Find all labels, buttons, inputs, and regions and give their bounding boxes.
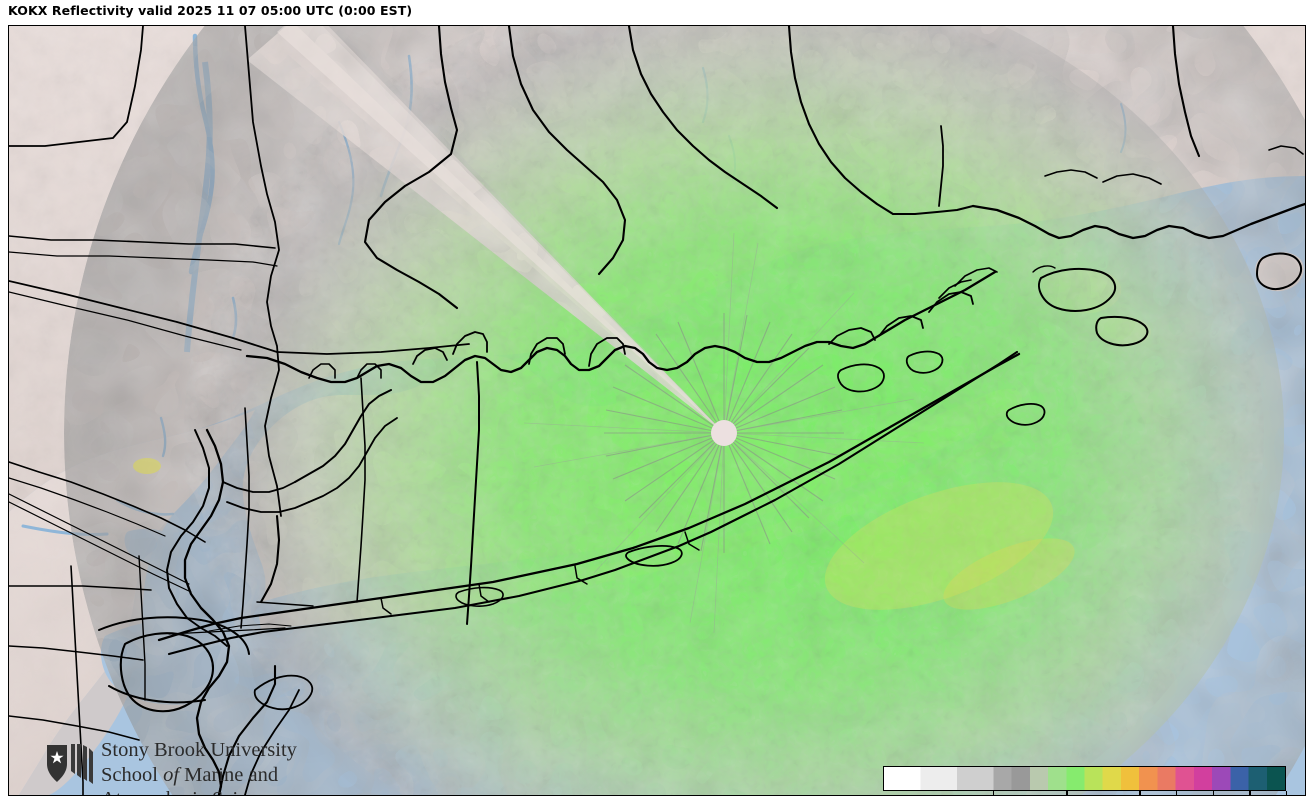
logo-line-2: School of Marine and (101, 763, 297, 788)
colorbar-gradient-box (883, 766, 1286, 791)
colorbar-tick (1176, 791, 1178, 795)
page-title: KOKX Reflectivity valid 2025 11 07 05:00… (8, 3, 413, 18)
reflectivity-layer (64, 26, 1305, 795)
colorbar-tick (1286, 791, 1288, 795)
reflectivity-colorbar: 0204050607080 (875, 758, 1295, 795)
borders-layer (9, 26, 1305, 795)
colorbar-tick (1212, 791, 1215, 795)
logo-line-2b: of (163, 763, 180, 786)
logo-line-3: Atmospheric Sciences (101, 787, 297, 795)
colorbar-ticks (883, 791, 1288, 795)
colorbar-tick (992, 791, 995, 795)
radar-map-canvas[interactable]: 0204050607080 Stony Brook University (9, 26, 1305, 795)
colorbar-gradient (884, 767, 1285, 790)
colorbar-tick (1066, 791, 1068, 795)
sbu-shield-icon (47, 744, 93, 784)
radar-map-frame[interactable]: 0204050607080 Stony Brook University (8, 25, 1306, 796)
colorbar-tick (1249, 791, 1251, 795)
cone-of-silence (711, 420, 737, 446)
colorbar-tick (1139, 791, 1141, 795)
stony-brook-logo: Stony Brook University School of Marine … (45, 738, 335, 795)
sbu-logo-text: Stony Brook University School of Marine … (101, 738, 297, 795)
logo-line-2c: Marine and (179, 763, 279, 786)
logo-line-1: Stony Brook University (101, 739, 297, 761)
logo-line-2a: School (101, 763, 164, 786)
